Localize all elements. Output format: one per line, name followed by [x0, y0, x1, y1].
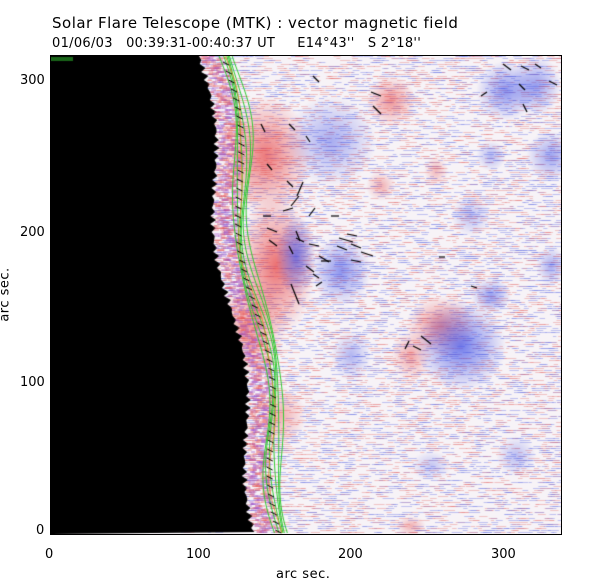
x-tick-label-100: 100 — [186, 547, 211, 562]
plot-frame — [50, 55, 562, 535]
vector-magnetogram-image — [51, 56, 561, 534]
x-tick-label-200: 200 — [338, 547, 363, 562]
y-axis-title: arc sec. — [0, 267, 13, 322]
x-axis-title: arc sec. — [276, 567, 331, 582]
figure-subtitle: 01/06/03 00:39:31-00:40:37 UT E14°43'' S… — [52, 36, 422, 51]
figure-title: Solar Flare Telescope (MTK) : vector mag… — [52, 14, 459, 32]
y-tick-label-0: 0 — [36, 523, 45, 538]
y-tick-label-200: 200 — [20, 225, 45, 240]
y-tick-label-100: 100 — [20, 375, 45, 390]
y-tick-label-300: 300 — [20, 73, 45, 88]
x-tick-label-0: 0 — [45, 547, 54, 562]
x-tick-label-300: 300 — [491, 547, 516, 562]
